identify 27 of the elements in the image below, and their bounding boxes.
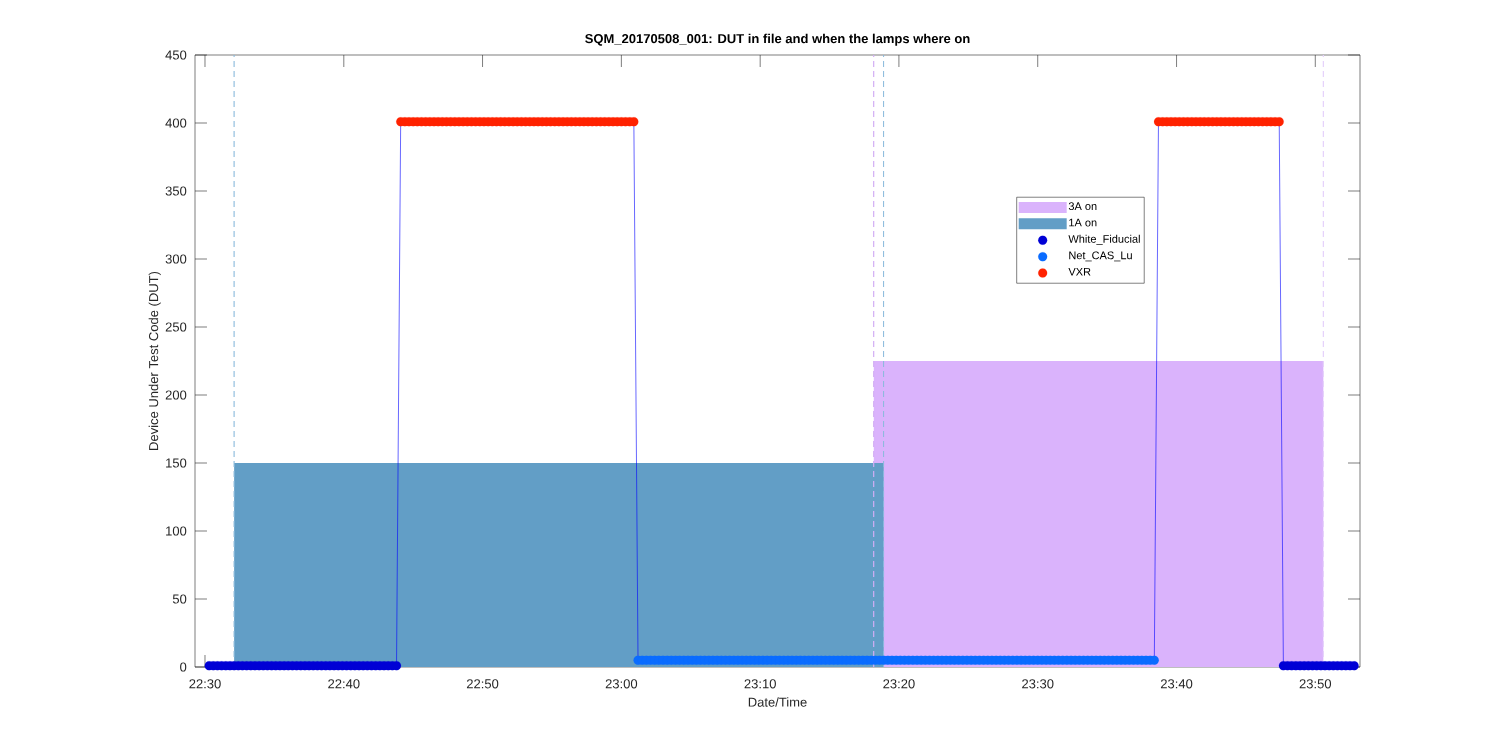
- y-tick-label: 150: [166, 458, 187, 468]
- x-tick-label: 23:50: [1299, 679, 1332, 689]
- y-tick-label: 400: [165, 118, 187, 128]
- x-axis-title: Date/Time: [748, 697, 807, 707]
- x-tick-label: 23:30: [1022, 679, 1054, 689]
- y-axis-title: Device Under Test Code (DUT): [148, 271, 161, 450]
- y-tick-label: 250: [165, 322, 187, 332]
- x-tick-label: 22:50: [466, 679, 499, 689]
- y-tick-label: 450: [165, 50, 187, 60]
- legend-label: VXR: [1068, 267, 1091, 276]
- x-tick-label: 22:40: [328, 679, 360, 689]
- legend-label: White_Fiducial: [1068, 234, 1140, 245]
- x-tick-label: 23:40: [1160, 679, 1193, 689]
- x-tick-label: 22:30: [189, 679, 221, 689]
- x-tick-label: 23:00: [605, 679, 638, 689]
- y-tick-label: 100: [166, 526, 187, 536]
- legend-label: 1A on: [1069, 218, 1097, 227]
- x-tick-label: 23:10: [744, 679, 776, 689]
- y-tick-label: 350: [165, 186, 187, 196]
- legend-label: 3A on: [1068, 202, 1097, 211]
- chart-title: SQM_20170508_001: DUT in file and when the lamps where on: [585, 33, 970, 46]
- y-tick-label: 300: [165, 254, 187, 264]
- legend-label: Net_CAS_Lu: [1069, 251, 1132, 262]
- y-tick-label: 0: [180, 662, 187, 672]
- y-tick-label: 200: [165, 390, 187, 400]
- y-tick-label: 50: [172, 594, 187, 604]
- x-tick-label: 23:20: [883, 679, 915, 689]
